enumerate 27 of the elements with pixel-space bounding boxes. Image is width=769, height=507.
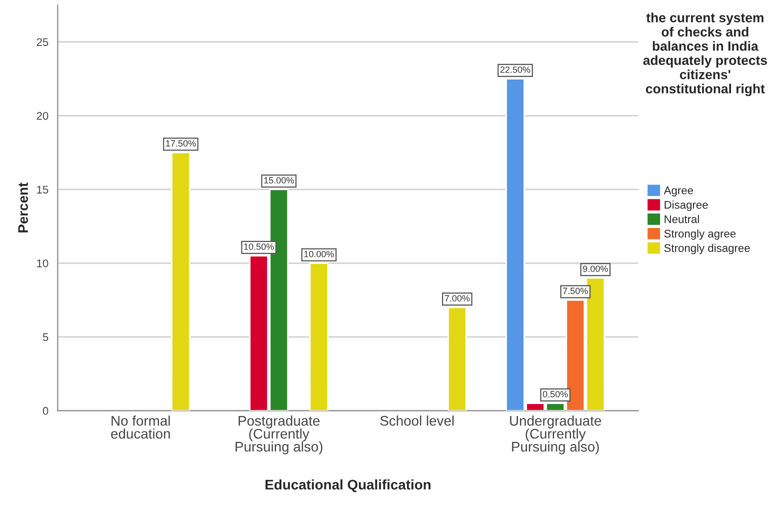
y-tick-label: 10 [37,259,48,268]
data-label: 10.50% [244,243,274,250]
x-tick-label: No formal education [111,416,170,439]
data-label: 22.50% [500,66,530,73]
data-label: 7.00% [444,295,470,302]
legend-title: the current system of checks and balances in India adequately protects citizens' constitutional right [643,12,767,96]
x-tick-label: Undergraduate (Currently Pursuing also) [510,416,602,454]
data-label: 10.00% [304,250,334,258]
data-label: 15.00% [264,177,294,184]
data-label: 9.00% [583,266,608,272]
legend-label: Agree [664,186,693,197]
x-tick-label: Postgraduate (Currently Pursuing also) [236,416,322,454]
data-label: 7.50% [563,288,588,294]
data-label: 17.50% [166,140,196,147]
legend-label: Disagree [664,200,708,211]
legend-label: Strongly disagree [664,244,750,254]
y-tick-label: 25 [36,38,48,46]
x-tick-label: School level [380,416,454,426]
legend-label: Strongly agree [664,229,736,240]
y-tick-label: 15 [37,186,48,194]
data-label: 0.50% [542,390,568,398]
x-axis-title: Educational Qualification [266,479,430,492]
legend-label: Neutral [664,214,699,224]
y-tick-label: 5 [42,333,48,342]
y-tick-label: 0 [42,406,48,415]
y-tick-label: 20 [36,112,48,120]
y-axis-title: Percent [18,182,28,232]
